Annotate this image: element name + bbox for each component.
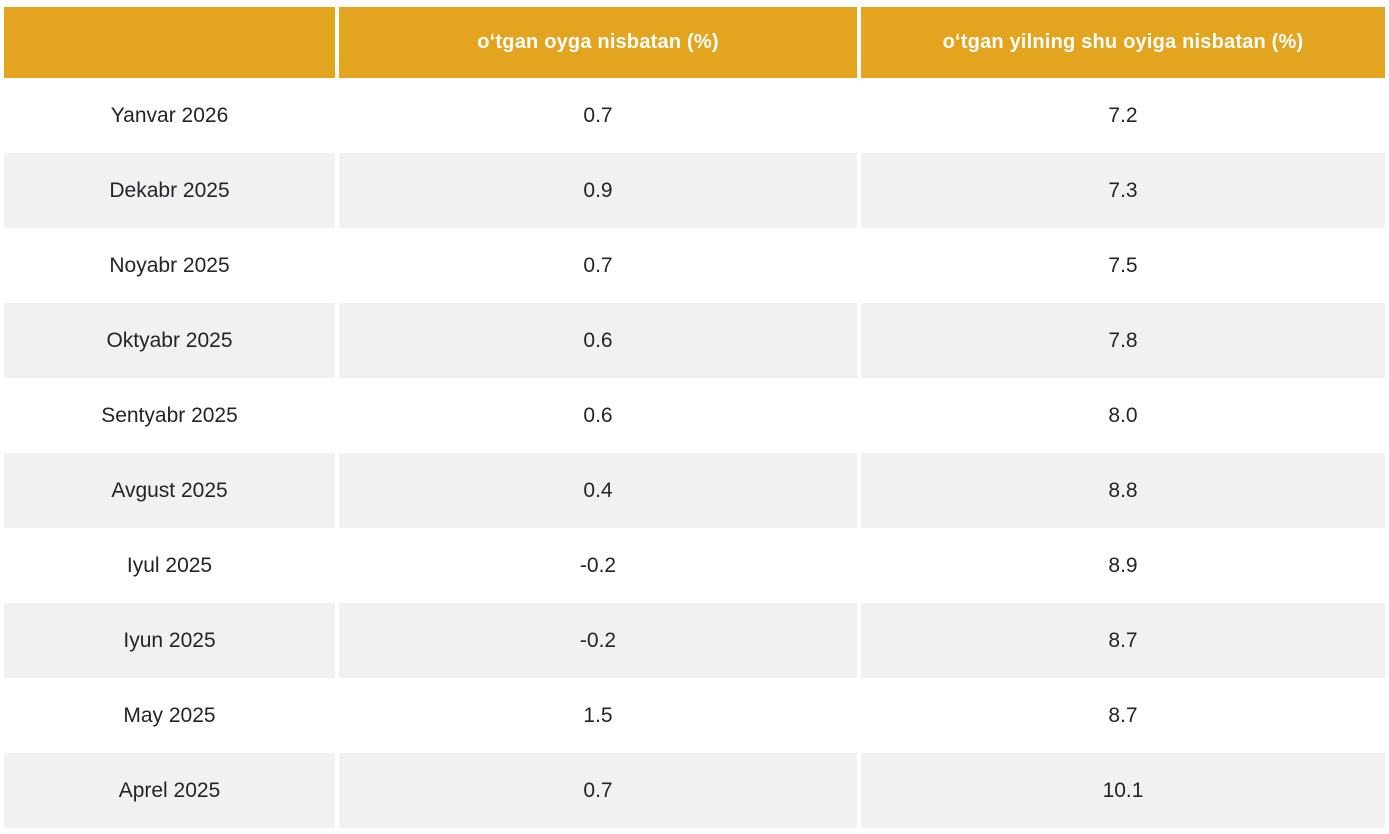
yoy-value-cell: 8.7 — [861, 678, 1385, 753]
header-row: oʻtgan oyga nisbatan (%) oʻtgan yilning … — [4, 7, 1385, 78]
mom-column-header: oʻtgan oyga nisbatan (%) — [339, 7, 857, 78]
table-row: Iyun 2025 -0.2 8.7 — [4, 603, 1385, 678]
yoy-value-cell: 7.5 — [861, 228, 1385, 303]
table-row: Aprel 2025 0.7 10.1 — [4, 753, 1385, 828]
yoy-value-cell: 7.2 — [861, 78, 1385, 153]
yoy-value-cell: 7.8 — [861, 303, 1385, 378]
month-cell: Dekabr 2025 — [4, 153, 335, 228]
month-cell: Iyul 2025 — [4, 528, 335, 603]
table-row: Noyabr 2025 0.7 7.5 — [4, 228, 1385, 303]
table-row: Oktyabr 2025 0.6 7.8 — [4, 303, 1385, 378]
yoy-value-cell: 8.0 — [861, 378, 1385, 453]
yoy-value-cell: 8.7 — [861, 603, 1385, 678]
month-cell: Oktyabr 2025 — [4, 303, 335, 378]
mom-value-cell: -0.2 — [339, 603, 857, 678]
table-row: May 2025 1.5 8.7 — [4, 678, 1385, 753]
mom-value-cell: 0.6 — [339, 378, 857, 453]
inflation-table: oʻtgan oyga nisbatan (%) oʻtgan yilning … — [0, 7, 1389, 828]
table-row: Sentyabr 2025 0.6 8.0 — [4, 378, 1385, 453]
yoy-value-cell: 8.9 — [861, 528, 1385, 603]
table-row: Iyul 2025 -0.2 8.9 — [4, 528, 1385, 603]
mom-value-cell: -0.2 — [339, 528, 857, 603]
mom-value-cell: 0.7 — [339, 753, 857, 828]
mom-value-cell: 0.6 — [339, 303, 857, 378]
table-row: Yanvar 2026 0.7 7.2 — [4, 78, 1385, 153]
table-row: Avgust 2025 0.4 8.8 — [4, 453, 1385, 528]
yoy-value-cell: 7.3 — [861, 153, 1385, 228]
month-cell: Sentyabr 2025 — [4, 378, 335, 453]
month-cell: Avgust 2025 — [4, 453, 335, 528]
mom-value-cell: 0.7 — [339, 78, 857, 153]
mom-value-cell: 0.9 — [339, 153, 857, 228]
yoy-value-cell: 8.8 — [861, 453, 1385, 528]
mom-value-cell: 1.5 — [339, 678, 857, 753]
month-cell: May 2025 — [4, 678, 335, 753]
yoy-value-cell: 10.1 — [861, 753, 1385, 828]
month-cell: Iyun 2025 — [4, 603, 335, 678]
month-column-header — [4, 7, 335, 78]
month-cell: Aprel 2025 — [4, 753, 335, 828]
table-row: Dekabr 2025 0.9 7.3 — [4, 153, 1385, 228]
yoy-column-header: oʻtgan yilning shu oyiga nisbatan (%) — [861, 7, 1385, 78]
table-body: Yanvar 2026 0.7 7.2 Dekabr 2025 0.9 7.3 … — [4, 78, 1385, 828]
month-cell: Noyabr 2025 — [4, 228, 335, 303]
month-cell: Yanvar 2026 — [4, 78, 335, 153]
mom-value-cell: 0.7 — [339, 228, 857, 303]
mom-value-cell: 0.4 — [339, 453, 857, 528]
